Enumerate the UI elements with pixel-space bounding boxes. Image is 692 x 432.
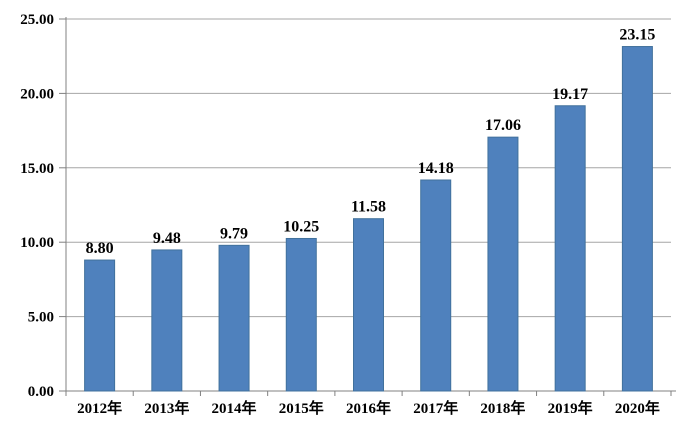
bar [285, 237, 317, 392]
x-axis-category-label: 2020年 [615, 399, 660, 417]
bar-value-label: 11.58 [351, 199, 386, 216]
bar [84, 259, 116, 392]
x-axis-category-label: 2019年 [548, 399, 593, 417]
y-axis-tick-label: 15.00 [20, 161, 54, 177]
bar [420, 179, 452, 392]
x-axis-category-label: 2016年 [346, 399, 391, 417]
bar-value-label: 9.48 [153, 230, 181, 247]
bar [487, 136, 519, 392]
bar [218, 244, 250, 392]
y-axis-tick-label: 25.00 [20, 12, 54, 28]
bar-value-label: 23.15 [619, 27, 655, 44]
y-axis-tick-label: 0.00 [28, 384, 54, 400]
x-axis-category-label: 2013年 [144, 399, 189, 417]
x-axis-category-label: 2018年 [480, 399, 525, 417]
bar-value-label: 9.79 [220, 225, 248, 242]
y-axis-tick-label: 5.00 [28, 310, 54, 326]
y-axis-tick-label: 10.00 [20, 235, 54, 251]
bar-value-label: 8.80 [86, 240, 114, 257]
x-axis-category-label: 2012年 [77, 399, 122, 417]
bar [621, 46, 653, 392]
bar [554, 105, 586, 392]
x-axis-category-label: 2014年 [212, 399, 257, 417]
bar [151, 249, 183, 392]
x-axis-category-label: 2017年 [413, 399, 458, 417]
bar-value-label: 19.17 [552, 86, 588, 103]
bar-value-label: 17.06 [485, 117, 521, 134]
bar [353, 218, 384, 392]
bar-value-label: 14.18 [418, 160, 454, 177]
y-axis-tick-label: 20.00 [20, 86, 54, 102]
bar-value-label: 10.25 [283, 218, 319, 235]
x-axis-category-label: 2015年 [279, 399, 324, 417]
